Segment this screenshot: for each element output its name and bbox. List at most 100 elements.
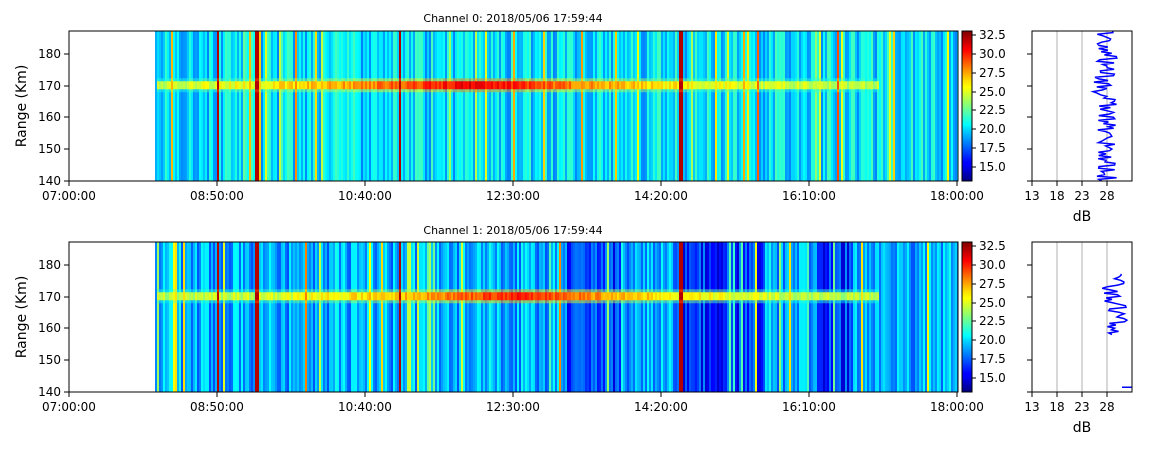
echo-layer-cell [473, 81, 476, 90]
heatmap-column [563, 31, 566, 181]
heatmap-column [617, 242, 620, 392]
heatmap-column [845, 242, 848, 392]
echo-layer-cell [283, 292, 286, 301]
heatmap-column [439, 31, 442, 181]
heatmap-column [423, 31, 426, 181]
heatmap-column [837, 31, 840, 181]
echo-layer-cell [597, 292, 600, 301]
echo-layer-cell [573, 292, 576, 301]
heatmap-column [533, 31, 536, 181]
x-axis: 07:00:00 08:50:00 10:40:00 12:30:00 14:2… [42, 181, 984, 203]
echo-layer-cell [233, 81, 236, 90]
heatmap-column [241, 242, 244, 392]
heatmap-column [441, 31, 444, 181]
echo-layer-cell [505, 81, 508, 90]
heatmap-column [477, 31, 480, 181]
heatmap-column [405, 242, 408, 392]
echo-layer-cell [317, 81, 320, 90]
y-axis-label: Range (Km) [14, 65, 30, 148]
heatmap-column [387, 31, 390, 181]
echo-layer-cell [185, 81, 188, 90]
heatmap-column [571, 31, 574, 181]
heatmap-column [659, 31, 662, 181]
echo-layer-cell [857, 81, 860, 90]
echo-layer-cell [503, 81, 506, 90]
echo-layer-cell [757, 81, 760, 90]
echo-layer-cell [383, 81, 386, 90]
heatmap-column [171, 242, 174, 392]
heatmap-column [429, 242, 432, 392]
echo-layer-cell [577, 292, 580, 301]
echo-layer-cell [703, 81, 706, 90]
echo-layer-cell [379, 292, 382, 301]
heatmap-column [555, 242, 558, 392]
heatmap-column [785, 31, 788, 181]
echo-layer-cell [269, 81, 272, 90]
echo-layer-cell [839, 292, 842, 301]
heatmap-column [231, 242, 234, 392]
heatmap-column [357, 242, 360, 392]
echo-layer-cell [277, 81, 280, 90]
echo-layer-cell [477, 81, 480, 90]
echo-layer-cell [693, 292, 696, 301]
echo-layer-cell [759, 81, 762, 90]
echo-layer-cell [613, 292, 616, 301]
echo-layer-cell [769, 292, 772, 301]
heatmap-column [461, 31, 464, 181]
heatmap-column [475, 31, 478, 181]
heatmap-column [535, 242, 538, 392]
echo-layer-cell [673, 292, 676, 301]
heatmap-column [567, 31, 570, 181]
echo-layer-cell [493, 81, 496, 90]
echo-layer-cell [601, 81, 604, 90]
heatmap-column [519, 242, 522, 392]
heatmap-column [491, 242, 494, 392]
echo-layer-cell [749, 292, 752, 301]
heatmap-column [211, 31, 214, 181]
echo-layer-cell [779, 81, 782, 90]
echo-layer-cell [291, 292, 294, 301]
heatmap-column [923, 242, 926, 392]
heatmap-column [439, 242, 442, 392]
heatmap-column [469, 242, 472, 392]
echo-layer-cell [255, 81, 258, 90]
echo-layer-cell [509, 292, 512, 301]
heatmap-column [665, 242, 668, 392]
heatmap-column [729, 31, 732, 181]
heatmap-column [751, 242, 754, 392]
echo-layer-cell [643, 81, 646, 90]
echo-layer-cell [379, 81, 382, 90]
echo-layer-cell [753, 81, 756, 90]
heatmap-column [517, 31, 520, 181]
heatmap-column [531, 242, 534, 392]
echo-layer-cell [569, 81, 572, 90]
echo-layer-cell [579, 292, 582, 301]
heatmap-column [267, 31, 270, 181]
echo-layer-cell [575, 81, 578, 90]
heatmap-column [227, 242, 230, 392]
heatmap-column [333, 31, 336, 181]
echo-layer-cell [443, 81, 446, 90]
heatmap-column [177, 31, 180, 181]
heatmap-column [257, 31, 260, 181]
heatmap-column [867, 242, 870, 392]
heatmap-column [253, 242, 256, 392]
heatmap-column [873, 31, 876, 181]
echo-layer-cell [805, 292, 808, 301]
echo-layer-cell [433, 292, 436, 301]
heatmap-column [363, 242, 366, 392]
echo-layer-cell [229, 81, 232, 90]
echo-layer-cell [287, 292, 290, 301]
heatmap-column [901, 31, 904, 181]
heatmap-column [611, 31, 614, 181]
heatmap-column [537, 242, 540, 392]
heatmap-column [317, 31, 320, 181]
y-tick-label: 170 [38, 290, 61, 304]
heatmap-column [499, 31, 502, 181]
heatmap-column [193, 31, 196, 181]
echo-layer-cell [221, 81, 224, 90]
echo-layer-cell [263, 81, 266, 90]
heatmap-column [847, 242, 850, 392]
echo-layer-cell [393, 292, 396, 301]
heatmap-column [691, 242, 694, 392]
